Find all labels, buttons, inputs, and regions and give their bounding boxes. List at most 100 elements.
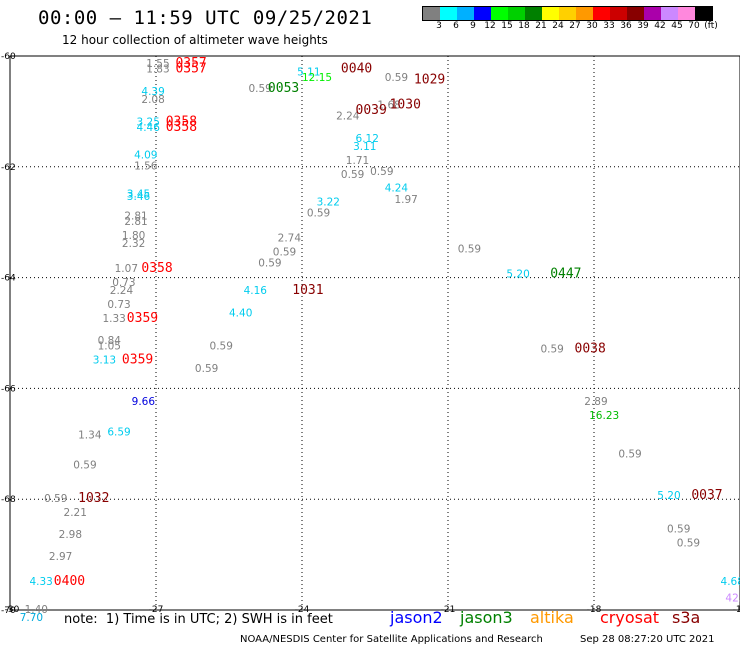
time-label: 0358 bbox=[166, 120, 197, 135]
tick-labels: -27 -24 -21 -18 -15 -30 -60 -62 -64 -66 -68 -70 bbox=[1, 52, 740, 616]
wave-height-label: 6.12 bbox=[356, 133, 379, 145]
legend-swatch bbox=[559, 7, 576, 20]
wave-height-label: 1.40 bbox=[25, 604, 48, 616]
wave-height-label: 6.59 bbox=[107, 426, 130, 438]
wave-height-label: 1.80 bbox=[122, 230, 145, 242]
x-tick-label: -21 bbox=[441, 605, 456, 615]
wave-height-label: 0.59 bbox=[677, 537, 700, 549]
wave-height-label: 4.24 bbox=[385, 183, 409, 195]
wave-height-label: 0.73 bbox=[112, 277, 135, 289]
time-label: 1030 bbox=[390, 98, 421, 113]
wave-height-label: 0.59 bbox=[618, 449, 641, 461]
wave-height-label: 2.24 bbox=[110, 285, 134, 297]
wave-height-label: 2.81 bbox=[124, 216, 147, 228]
legend-swatch bbox=[423, 7, 440, 20]
wave-height-label: 0.73 bbox=[107, 299, 130, 311]
wave-height-label: 2.08 bbox=[141, 94, 164, 106]
legend-swatch bbox=[457, 7, 474, 20]
legend-label: 27 bbox=[569, 21, 581, 31]
wave-height-label: 16.23 bbox=[589, 410, 619, 422]
legend-swatch bbox=[491, 7, 508, 20]
wave-height-label: 5.11 bbox=[297, 66, 320, 78]
legend-label: 33 bbox=[603, 21, 615, 31]
note-text: note: 1) Time is in UTC; 2) SWH is in fe… bbox=[64, 612, 333, 627]
time-label: 0039 bbox=[356, 103, 387, 118]
wave-height-label: 0.59 bbox=[248, 83, 271, 95]
wave-height-label: 0.59 bbox=[341, 169, 364, 181]
wave-height-label: 0.59 bbox=[273, 246, 296, 258]
wave-height-label: 12.15 bbox=[302, 72, 332, 84]
wave-height-label: 0.59 bbox=[385, 72, 408, 84]
wave-height-label: 4.46 bbox=[137, 122, 161, 134]
legend-swatch bbox=[695, 7, 712, 20]
page-subtitle: 12 hour collection of altimeter wave hei… bbox=[62, 33, 328, 47]
sat-cryosat: cryosat bbox=[600, 608, 660, 627]
legend-swatch bbox=[525, 7, 542, 20]
legend-label: 9 bbox=[470, 21, 476, 31]
legend-swatch bbox=[644, 7, 661, 20]
legend-label: 24 bbox=[552, 21, 564, 31]
sat-s3a: s3a bbox=[672, 608, 701, 627]
wave-height-label: 9.66 bbox=[132, 396, 156, 408]
time-label: 0038 bbox=[575, 341, 606, 356]
time-label: 0359 bbox=[122, 352, 153, 367]
wave-height-label: 1.68 bbox=[377, 100, 400, 112]
time-label: 0447 bbox=[550, 267, 581, 282]
wave-height-label: 2.24 bbox=[336, 111, 360, 123]
sat-jason3: jason3 bbox=[460, 608, 513, 627]
wave-height-label: 1.33 bbox=[102, 313, 125, 325]
legend-swatch bbox=[627, 7, 644, 20]
wave-height-labels: 1.551.83 4.392.08 3.254.46 4.091.56 3.453.46… bbox=[20, 58, 740, 624]
legend-label: 6 bbox=[453, 21, 459, 31]
x-tick-label: -18 bbox=[587, 605, 602, 615]
footer-org: NOAA/NESDIS Center for Satellite Applica… bbox=[240, 634, 543, 645]
wave-height-label: 3.25 bbox=[137, 116, 160, 128]
legend-swatch bbox=[474, 7, 491, 20]
legend-label: 15 bbox=[501, 21, 513, 31]
legend-label: 70 bbox=[688, 21, 700, 31]
y-tick-label: -62 bbox=[1, 163, 16, 173]
wave-height-label: 1.56 bbox=[134, 161, 158, 173]
wave-height-label: 3.22 bbox=[317, 197, 340, 209]
wave-height-label: 1.97 bbox=[394, 194, 417, 206]
time-label: 0040 bbox=[341, 62, 372, 77]
grid-lines bbox=[10, 56, 740, 610]
wave-height-label: 0.59 bbox=[195, 363, 218, 375]
wave-height-label: 1.07 bbox=[115, 263, 138, 275]
wave-height-label: 0.84 bbox=[98, 335, 122, 347]
time-label: 0037 bbox=[691, 488, 722, 503]
x-tick-label: -27 bbox=[149, 605, 164, 615]
wave-height-label: 1.83 bbox=[146, 64, 169, 76]
wave-height-label: 0.59 bbox=[667, 523, 690, 535]
legend-label: 3 bbox=[436, 21, 442, 31]
y-tick-label: -68 bbox=[1, 495, 16, 505]
legend-swatch bbox=[610, 7, 627, 20]
wave-height-label: 42.4 bbox=[725, 593, 740, 605]
y-tick-label: -66 bbox=[1, 384, 16, 394]
legend-swatch bbox=[678, 7, 695, 20]
time-label: 0400 bbox=[54, 574, 85, 589]
wave-height-label: 4.33 bbox=[29, 576, 52, 588]
wave-height-label: 0.59 bbox=[258, 258, 281, 270]
wave-height-label: 0.59 bbox=[210, 341, 233, 353]
legend-label: 39 bbox=[637, 21, 649, 31]
y-tick-label: -64 bbox=[1, 274, 16, 284]
wave-height-label: 4.16 bbox=[244, 285, 268, 297]
x-tick-label: -30 bbox=[5, 605, 20, 615]
time-label: 1029 bbox=[414, 73, 445, 88]
y-tick-label: -60 bbox=[1, 52, 16, 62]
wave-height-label: 7.70 bbox=[20, 612, 43, 624]
wave-height-label: 0.59 bbox=[73, 460, 96, 472]
color-legend bbox=[422, 6, 713, 21]
page-title: 00:00 — 11:59 UTC 09/25/2021 bbox=[38, 7, 373, 29]
wave-height-label: 0.59 bbox=[458, 244, 481, 256]
time-label: 0358 bbox=[166, 114, 197, 129]
time-label: 0359 bbox=[127, 311, 158, 326]
wave-height-label: 3.46 bbox=[127, 191, 151, 203]
legend-swatch bbox=[593, 7, 610, 20]
wave-height-label: 3.11 bbox=[353, 141, 376, 153]
wave-height-label: 0.59 bbox=[540, 343, 563, 355]
plot-frame bbox=[9, 55, 740, 611]
time-label: 0053 bbox=[268, 81, 299, 96]
